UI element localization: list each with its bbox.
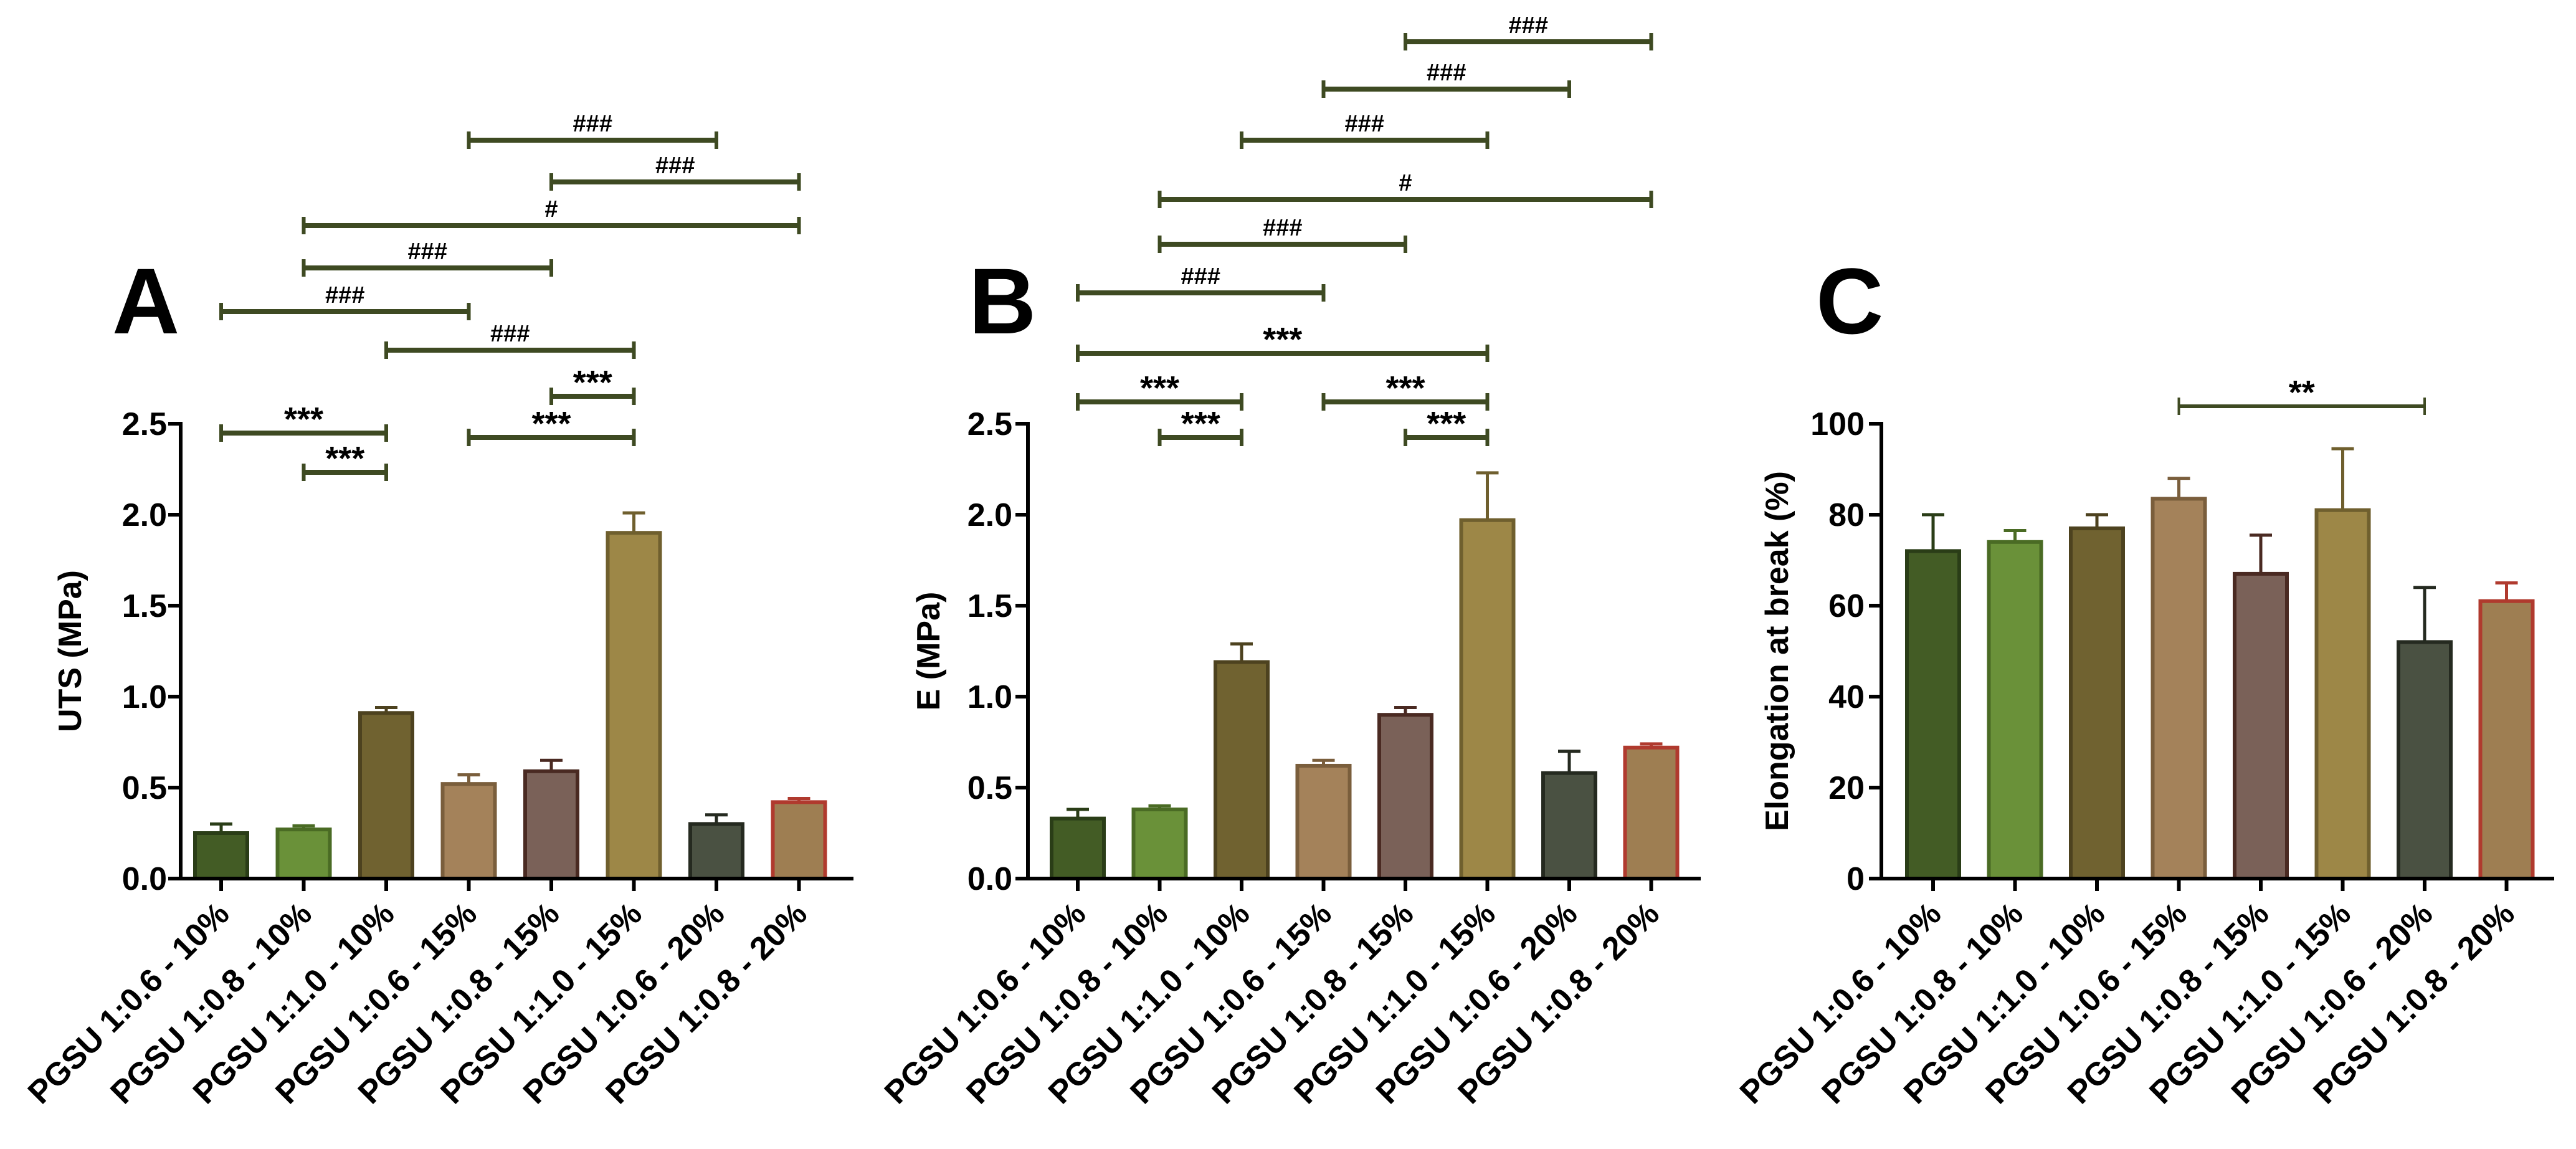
significance-bracket: ### — [1157, 215, 1407, 253]
significance-label: *** — [1385, 369, 1425, 407]
bar — [193, 831, 249, 880]
bar — [1131, 808, 1188, 881]
y-tick-label: 0.0 — [122, 861, 167, 897]
significance-bracket: ### — [1076, 264, 1326, 302]
significance-bracket: ### — [302, 239, 553, 277]
significance-bracket: ** — [2177, 374, 2426, 415]
y-tick-label: 2.5 — [122, 406, 167, 442]
significance-bracket: ### — [384, 321, 636, 359]
y-tick-label: 0.5 — [967, 770, 1012, 806]
significance-label: ### — [655, 153, 695, 179]
y-axis-title: Elongation at break (%) — [1759, 471, 1795, 831]
y-tick-label: 60 — [1828, 588, 1865, 624]
y-tick-label: 0 — [1846, 861, 1865, 897]
bar — [2478, 599, 2535, 880]
bar — [358, 711, 414, 881]
y-tick-label: 40 — [1828, 679, 1865, 715]
significance-label: ### — [1509, 12, 1548, 39]
significance-bracket: *** — [467, 405, 636, 446]
y-tick-label: 1.5 — [122, 588, 167, 624]
bar — [1459, 518, 1516, 880]
significance-bracket: *** — [1157, 405, 1243, 446]
significance-label: *** — [325, 440, 364, 477]
bar — [1905, 549, 1961, 880]
significance-bracket: *** — [219, 401, 388, 442]
significance-bracket: ### — [1404, 12, 1653, 50]
significance-bracket: ### — [1321, 60, 1571, 98]
significance-bracket: ### — [549, 153, 801, 191]
significance-label: *** — [1181, 405, 1220, 442]
bar — [1987, 540, 2043, 880]
y-tick-label: 80 — [1828, 497, 1865, 533]
significance-label: *** — [1427, 405, 1466, 442]
y-tick-label: 1.5 — [967, 588, 1012, 624]
bar — [275, 827, 332, 881]
significance-label: # — [544, 196, 558, 222]
y-tick-label: 2.0 — [122, 497, 167, 533]
bar — [1050, 816, 1106, 881]
significance-bracket: *** — [1404, 405, 1490, 446]
panel-letter: C — [1816, 249, 1883, 353]
significance-bracket: ### — [1240, 111, 1490, 149]
y-tick-label: 2.0 — [967, 497, 1012, 533]
significance-label: *** — [531, 405, 571, 442]
significance-label: *** — [1263, 321, 1302, 358]
significance-bracket: *** — [1076, 369, 1243, 411]
bar — [523, 769, 579, 880]
bar — [1541, 771, 1597, 881]
panel-letter: B — [969, 249, 1036, 353]
bar — [771, 800, 827, 880]
bar — [688, 822, 744, 881]
y-axis-title: E (MPa) — [911, 592, 947, 711]
significance-bracket: *** — [549, 364, 636, 405]
significance-label: ### — [573, 111, 612, 137]
panel-letter: A — [112, 249, 179, 353]
panel-b: B0.00.51.01.52.02.5E (MPa)PGSU 1:0.6 - 1… — [878, 12, 1701, 1111]
significance-bracket: ### — [219, 282, 471, 320]
significance-label: *** — [1140, 369, 1179, 407]
significance-label: ### — [1427, 60, 1466, 86]
bar — [2314, 508, 2371, 880]
significance-label: ### — [490, 321, 530, 347]
bar — [1214, 660, 1270, 881]
bar — [1377, 713, 1433, 880]
significance-label: ### — [408, 239, 447, 265]
significance-label: ### — [1181, 264, 1220, 290]
significance-bracket: ### — [467, 111, 718, 149]
bar — [1623, 745, 1680, 881]
y-axis-title: UTS (MPa) — [52, 570, 88, 732]
bar — [2397, 640, 2453, 881]
y-tick-label: 20 — [1828, 770, 1865, 806]
significance-label: ** — [2289, 374, 2315, 411]
significance-label: *** — [284, 401, 323, 438]
significance-bracket: # — [302, 196, 801, 234]
significance-bracket: *** — [302, 440, 388, 481]
significance-label: ### — [1345, 111, 1384, 137]
bar — [2151, 497, 2207, 880]
y-tick-label: 1.0 — [967, 679, 1012, 715]
y-tick-label: 2.5 — [967, 406, 1012, 442]
significance-bracket: *** — [1076, 321, 1490, 362]
bar — [2233, 571, 2289, 881]
bar — [606, 531, 662, 880]
y-tick-label: 0.0 — [967, 861, 1012, 897]
significance-label: ### — [325, 282, 364, 308]
y-tick-label: 0.5 — [122, 770, 167, 806]
significance-label: ### — [1263, 215, 1302, 241]
y-tick-label: 100 — [1810, 406, 1865, 442]
bar — [2069, 526, 2125, 880]
y-tick-label: 1.0 — [122, 679, 167, 715]
significance-bracket: # — [1157, 170, 1653, 208]
significance-label: *** — [573, 364, 612, 401]
significance-label: # — [1399, 170, 1412, 196]
significance-bracket: *** — [1321, 369, 1490, 411]
bar — [1295, 763, 1352, 880]
bar — [440, 782, 497, 881]
